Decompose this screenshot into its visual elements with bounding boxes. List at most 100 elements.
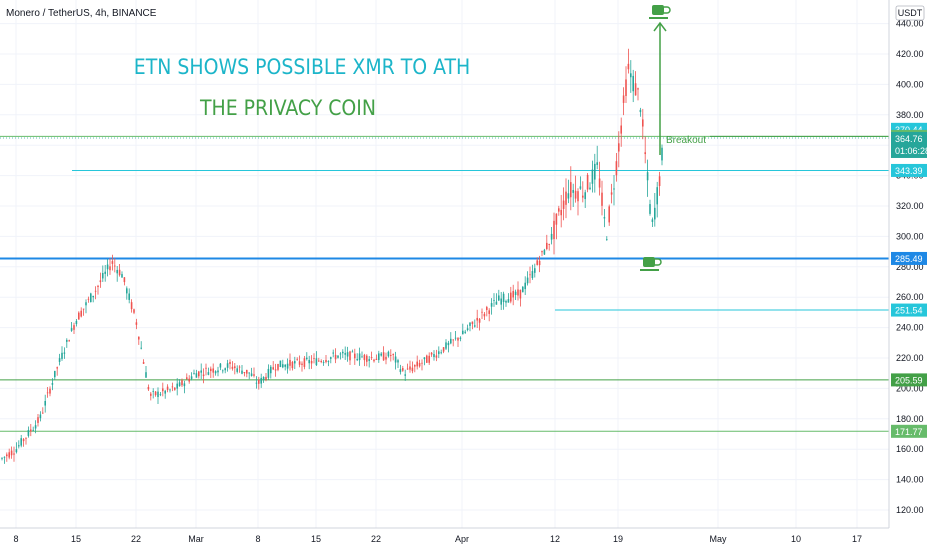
candle-body [402,368,404,371]
candle-body [250,373,253,376]
candle-body [397,360,399,363]
candle-body [298,361,301,365]
candle-body [54,370,56,378]
candle-body [344,353,346,355]
candle-body [253,374,255,376]
candle-body [572,189,574,193]
candle-body [154,391,157,396]
candle-body [339,353,342,355]
candle-body [171,386,174,388]
candle-body [46,392,49,394]
candle-body [644,152,646,155]
candle-body [140,347,142,349]
candle-body [327,360,330,362]
candle-body [550,233,553,240]
candle-body [488,310,490,314]
time-tick-label: 15 [311,534,321,544]
time-tick-label: 17 [852,534,862,544]
candle-body [406,368,409,370]
candle-body [195,373,198,378]
candle-body [627,63,630,70]
currency-badge [895,5,925,21]
candle-body [1,457,3,459]
candle-body [258,379,260,384]
candle-body [94,290,97,292]
candle-body [553,220,555,240]
headline-secondary: THE PRIVACY COIN [199,96,376,120]
candle-body [186,377,188,380]
candle-body [34,425,37,429]
price-tick-label: 240.00 [896,323,924,333]
candle-body [234,366,236,369]
candle-body [507,299,510,303]
candle-body [188,378,190,382]
candle-body [229,362,231,365]
candle-body [241,370,243,374]
level-price-text: 370.44 [895,125,923,135]
candle-body [490,303,493,307]
candle-body [133,309,135,313]
candle-body [332,352,334,354]
candle-body [354,353,356,359]
price-candles [1,48,663,464]
candle-body [466,328,469,330]
candle-body [541,251,543,253]
candle-body [637,88,639,90]
candle-body [658,176,661,187]
breakout-arrow [653,21,667,155]
candle-body [596,162,598,165]
price-tick-label: 160.00 [896,444,924,454]
candle-body [577,191,579,202]
candle-body [474,325,476,327]
candle-body [219,363,222,368]
candle-body [243,372,246,374]
candle-body [73,325,75,330]
time-tick-label: 22 [131,534,141,544]
candle-body [272,367,274,370]
candle-body [138,336,140,340]
candle-body [193,373,195,375]
candle-body [106,264,109,270]
candle-body [493,299,495,301]
candle-body [421,362,423,364]
candle-body [200,370,202,373]
currency-label: USDT [898,8,923,18]
candle-body [620,125,622,134]
candle-body [145,372,147,378]
candle-body [18,445,20,447]
candle-body [8,452,10,458]
candle-body [303,358,306,367]
candle-body [579,186,582,189]
candle-body [39,414,42,419]
candle-body [548,243,550,245]
candle-body [198,371,200,377]
candle-body [584,192,586,200]
candle-body [102,273,104,279]
candle-body [121,274,123,278]
time-tick-label: Apr [455,534,469,544]
candle-body [68,340,70,342]
candle-body [483,313,486,317]
candle-body [322,362,325,363]
level-price-text: 343.39 [895,166,923,176]
candle-body [13,453,15,455]
level-price-badge [891,424,927,438]
time-axis[interactable]: 8 15 22 Mar 8 15 22 Apr 12 19 May 10 17 [0,527,889,544]
candle-body [222,370,224,372]
candle-body [625,79,627,96]
candle-body [630,73,632,78]
candle-body [310,360,313,364]
candle-body [190,376,193,379]
candle-body [433,354,435,358]
candle-body [380,353,382,356]
candle-body [642,119,644,127]
candle-body [246,369,248,374]
candle-body [130,302,133,310]
candle-body [534,268,536,273]
candle-body [562,200,565,209]
price-axis[interactable]: 460.00440.00420.00400.00380.00360.00340.… [888,0,932,528]
candle-body [567,193,570,199]
price-tick-label: 320.00 [896,201,924,211]
candle-body [231,366,234,369]
